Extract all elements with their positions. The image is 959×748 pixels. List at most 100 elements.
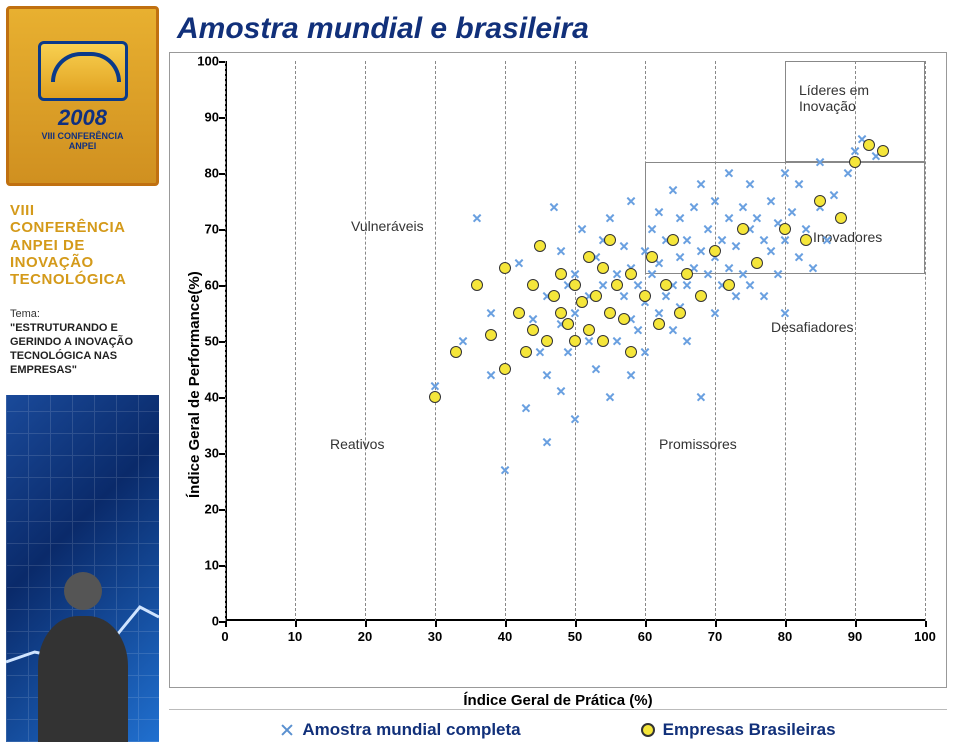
region-inovadores bbox=[645, 162, 925, 274]
x-tick-label: 100 bbox=[914, 629, 936, 644]
point-world bbox=[682, 280, 692, 290]
point-world bbox=[808, 263, 818, 273]
gridline-v bbox=[505, 61, 506, 621]
point-world bbox=[724, 168, 734, 178]
point-brazil bbox=[681, 268, 693, 280]
point-brazil bbox=[625, 346, 637, 358]
point-world bbox=[486, 370, 496, 380]
legend-item-world: Amostra mundial completa bbox=[280, 720, 520, 740]
point-world bbox=[472, 213, 482, 223]
point-world bbox=[710, 308, 720, 318]
point-world bbox=[675, 213, 685, 223]
point-world bbox=[850, 146, 860, 156]
point-world bbox=[731, 291, 741, 301]
y-tick-label: 40 bbox=[195, 390, 219, 405]
point-world bbox=[738, 269, 748, 279]
point-world bbox=[794, 252, 804, 262]
y-tick bbox=[219, 453, 225, 455]
point-world bbox=[654, 207, 664, 217]
conf-line: CONFERÊNCIA bbox=[10, 219, 155, 236]
sidebar: 2008 VIII CONFERÊNCIA ANPEI VIII CONFERÊ… bbox=[0, 0, 165, 748]
point-brazil bbox=[583, 251, 595, 263]
point-world bbox=[766, 196, 776, 206]
point-world bbox=[577, 224, 587, 234]
logo-subtitle-2: ANPEI bbox=[69, 141, 97, 151]
y-tick-label: 80 bbox=[195, 166, 219, 181]
point-brazil bbox=[800, 234, 812, 246]
x-tick bbox=[785, 621, 787, 627]
y-tick-label: 0 bbox=[195, 614, 219, 629]
x-tick bbox=[225, 621, 227, 627]
x-marker-icon bbox=[280, 723, 294, 737]
point-world bbox=[724, 213, 734, 223]
x-tick-label: 60 bbox=[638, 629, 652, 644]
point-brazil bbox=[541, 335, 553, 347]
y-tick bbox=[219, 117, 225, 119]
point-world bbox=[661, 291, 671, 301]
point-world bbox=[745, 179, 755, 189]
scatter-chart: Índice Geral de Performance(%) Líderes e… bbox=[169, 52, 947, 688]
point-brazil bbox=[527, 279, 539, 291]
y-tick-label: 20 bbox=[195, 502, 219, 517]
x-tick bbox=[295, 621, 297, 627]
point-world bbox=[549, 202, 559, 212]
region-label-promissores: Promissores bbox=[659, 436, 737, 452]
point-world bbox=[780, 168, 790, 178]
x-axis-label: Índice Geral de Prática (%) bbox=[169, 692, 947, 709]
point-world bbox=[822, 235, 832, 245]
point-world bbox=[752, 213, 762, 223]
x-tick bbox=[365, 621, 367, 627]
x-tick bbox=[435, 621, 437, 627]
y-tick bbox=[219, 621, 225, 623]
legend: Amostra mundial completa Empresas Brasil… bbox=[169, 709, 947, 748]
theme-text: "ESTRUTURANDO E GERINDO A INOVAÇÃO TECNO… bbox=[10, 322, 155, 377]
region-label-lideres: Líderes em Inovação bbox=[799, 83, 909, 114]
point-world bbox=[542, 437, 552, 447]
point-brazil bbox=[877, 145, 889, 157]
point-brazil bbox=[562, 318, 574, 330]
logo-badge bbox=[38, 41, 128, 101]
person-silhouette-icon bbox=[28, 572, 138, 742]
point-brazil bbox=[429, 391, 441, 403]
x-tick-label: 20 bbox=[358, 629, 372, 644]
point-world bbox=[458, 336, 468, 346]
gridline-v bbox=[295, 61, 296, 621]
point-brazil bbox=[597, 335, 609, 347]
y-tick bbox=[219, 173, 225, 175]
y-tick bbox=[219, 565, 225, 567]
point-world bbox=[682, 235, 692, 245]
point-brazil bbox=[604, 307, 616, 319]
theme-label: Tema: bbox=[10, 308, 155, 320]
point-world bbox=[668, 185, 678, 195]
point-brazil bbox=[695, 290, 707, 302]
point-brazil bbox=[520, 346, 532, 358]
conf-line: VIII bbox=[10, 202, 155, 219]
point-brazil bbox=[590, 290, 602, 302]
y-tick bbox=[219, 397, 225, 399]
point-world bbox=[738, 202, 748, 212]
point-brazil bbox=[646, 251, 658, 263]
point-world bbox=[500, 465, 510, 475]
point-world bbox=[535, 347, 545, 357]
point-world bbox=[780, 308, 790, 318]
x-tick-label: 10 bbox=[288, 629, 302, 644]
point-world bbox=[759, 235, 769, 245]
conf-line: TECNOLÓGICA bbox=[10, 271, 155, 288]
point-brazil bbox=[583, 324, 595, 336]
point-world bbox=[731, 241, 741, 251]
theme-block: Tema: "ESTRUTURANDO E GERINDO A INOVAÇÃO… bbox=[0, 298, 165, 391]
point-world bbox=[528, 314, 538, 324]
point-world bbox=[843, 168, 853, 178]
point-world bbox=[542, 370, 552, 380]
point-world bbox=[605, 213, 615, 223]
y-tick-label: 50 bbox=[195, 334, 219, 349]
point-brazil bbox=[849, 156, 861, 168]
point-world bbox=[556, 246, 566, 256]
x-tick-label: 80 bbox=[778, 629, 792, 644]
point-world bbox=[619, 241, 629, 251]
point-brazil bbox=[618, 313, 630, 325]
y-tick bbox=[219, 229, 225, 231]
point-world bbox=[486, 308, 496, 318]
point-brazil bbox=[653, 318, 665, 330]
gridline-v bbox=[645, 61, 646, 621]
